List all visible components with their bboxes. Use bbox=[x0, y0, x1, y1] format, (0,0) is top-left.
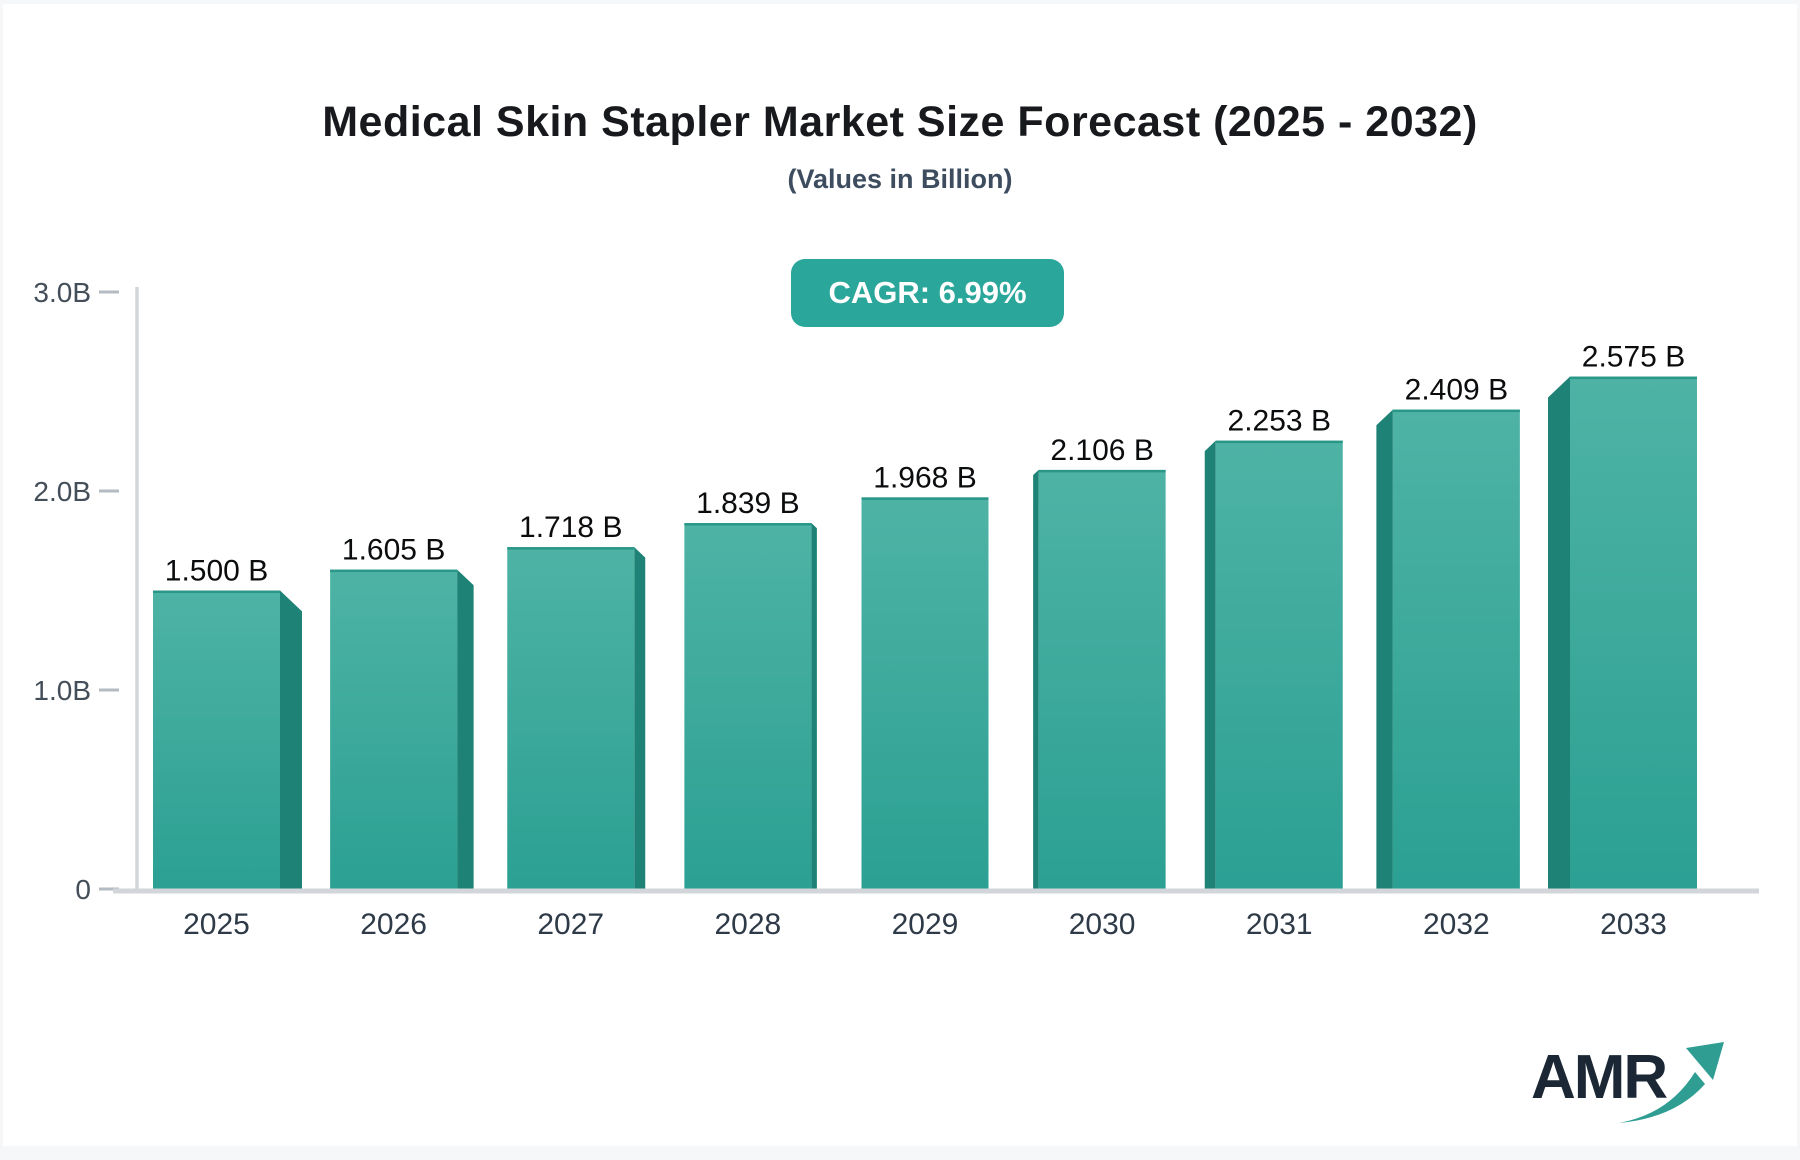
bar-value-label: 2.575 B bbox=[1582, 341, 1685, 374]
amr-logo: AMR bbox=[1531, 1042, 1724, 1123]
bar-side bbox=[634, 547, 646, 889]
bar-value-label: 1.500 B bbox=[165, 555, 268, 588]
amr-logo-text: AMR bbox=[1531, 1043, 1667, 1112]
bar-top-edge bbox=[1038, 469, 1166, 473]
bar-top-edge bbox=[684, 523, 812, 526]
bar bbox=[153, 590, 280, 889]
x-axis-label: 2025 bbox=[183, 908, 250, 941]
chart-card: Medical Skin Stapler Market Size Forecas… bbox=[3, 4, 1797, 1146]
bar-side bbox=[1376, 409, 1393, 889]
bar-top-edge bbox=[1570, 376, 1697, 380]
bar bbox=[861, 497, 989, 889]
chart-subtitle: (Values in Billion) bbox=[787, 164, 1013, 194]
bar-value-label: 2.409 B bbox=[1405, 374, 1508, 407]
x-axis-label: 2031 bbox=[1246, 908, 1313, 941]
bar-value-label: 1.968 B bbox=[873, 461, 976, 494]
bar bbox=[1215, 440, 1343, 889]
bar bbox=[330, 569, 458, 889]
x-axis-label: 2028 bbox=[715, 908, 782, 941]
y-tick-label: 1.0B bbox=[33, 675, 91, 706]
bar bbox=[684, 523, 812, 889]
chart-title: Medical Skin Stapler Market Size Forecas… bbox=[322, 98, 1478, 146]
y-tick-label: 0 bbox=[75, 874, 91, 905]
bar-value-label: 2.106 B bbox=[1050, 434, 1153, 467]
bar bbox=[1392, 409, 1520, 889]
arrow-swoosh bbox=[1619, 1072, 1705, 1123]
bar-side bbox=[280, 590, 302, 889]
arrow-head bbox=[1686, 1042, 1724, 1080]
cagr-badge: CAGR: 6.99% bbox=[791, 259, 1064, 327]
bar-top-edge bbox=[1215, 440, 1343, 444]
bar-side bbox=[811, 523, 817, 889]
x-axis-label: 2032 bbox=[1423, 908, 1490, 941]
x-axis-label: 2029 bbox=[892, 908, 959, 941]
y-tick-label: 2.0B bbox=[33, 476, 91, 507]
bar-value-label: 1.839 B bbox=[696, 487, 799, 520]
x-axis-label: 2027 bbox=[537, 908, 604, 941]
bar-side bbox=[1548, 376, 1570, 889]
bar-value-label: 1.718 B bbox=[519, 511, 622, 544]
y-tick-label: 3.0B bbox=[33, 277, 91, 308]
bar-top-edge bbox=[153, 590, 280, 593]
bar-value-label: 1.605 B bbox=[342, 534, 445, 567]
amr-logo-arrow-icon bbox=[1619, 1042, 1724, 1123]
bar-side bbox=[1204, 440, 1216, 889]
bar-chart-svg: 3.0B 2.0B 1.0B 0 1.500 B 2025 1.605 B 2026 1.718… bbox=[33, 277, 1759, 941]
bar-top-edge bbox=[507, 547, 635, 550]
x-axis-label: 2030 bbox=[1069, 908, 1136, 941]
bar-top-edge bbox=[330, 569, 458, 573]
x-axis-label: 2033 bbox=[1600, 908, 1667, 941]
bar-side bbox=[457, 569, 474, 889]
bar-top-edge bbox=[1392, 409, 1520, 413]
bar bbox=[1038, 469, 1166, 889]
x-axis-label: 2026 bbox=[360, 908, 427, 941]
bar bbox=[507, 547, 635, 889]
bar-value-label: 2.253 B bbox=[1228, 405, 1331, 438]
bar-top-edge bbox=[861, 497, 989, 500]
bar bbox=[1570, 376, 1697, 889]
bar-side bbox=[1033, 469, 1039, 889]
